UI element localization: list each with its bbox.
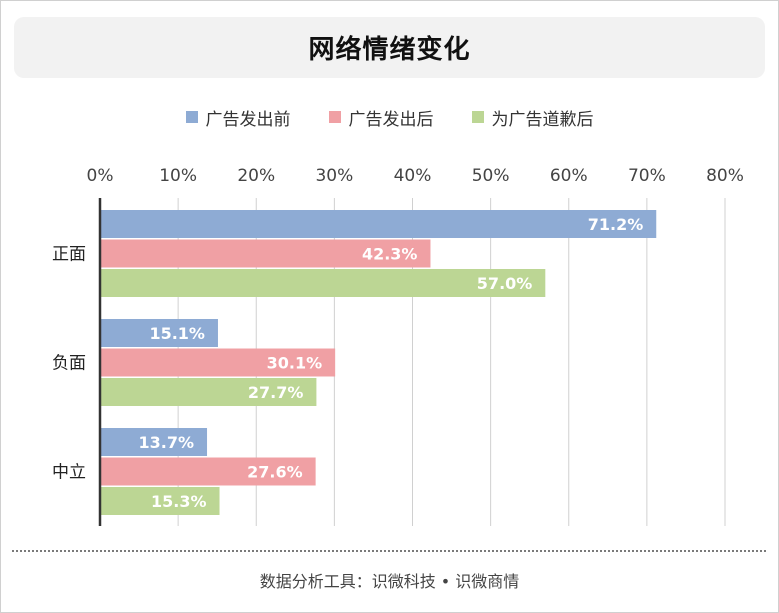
x-tick-label: 20% — [237, 166, 275, 186]
x-tick-label: 60% — [550, 166, 588, 186]
legend-swatch — [471, 111, 484, 123]
bar — [100, 487, 220, 515]
x-tick-label: 80% — [706, 166, 744, 186]
bar — [100, 457, 316, 486]
footer-divider — [12, 550, 766, 552]
x-tick-label: 40% — [394, 166, 432, 186]
data-label: 15.1% — [149, 324, 205, 343]
bar — [100, 378, 317, 406]
legend-swatch — [328, 111, 341, 123]
legend-item-after-ad: 广告发出后 — [328, 105, 434, 130]
x-tick-label: 70% — [628, 166, 666, 186]
bar — [100, 210, 657, 238]
legend-swatch — [185, 111, 198, 123]
x-tick-label: 50% — [472, 166, 510, 186]
legend-label: 广告发出后 — [348, 109, 434, 130]
title-banner: 网络情绪变化 — [14, 17, 765, 78]
legend-item-after-apology: 为广告道歉后 — [471, 105, 594, 130]
data-label: 42.3% — [362, 245, 418, 264]
bar — [100, 428, 208, 456]
x-tick-label: 10% — [159, 166, 197, 186]
legend: 广告发出前 广告发出后 为广告道歉后 — [0, 104, 779, 130]
category-label: 中立 — [52, 463, 86, 483]
data-label: 57.0% — [477, 274, 533, 293]
data-label: 27.7% — [248, 383, 304, 402]
data-label: 13.7% — [139, 433, 195, 452]
footer-source: 数据分析工具：识微科技 • 识微商情 — [259, 572, 520, 591]
bar — [100, 269, 546, 297]
category-label: 负面 — [52, 354, 86, 374]
data-label: 27.6% — [247, 463, 303, 482]
bar — [100, 319, 218, 347]
x-tick-label: 30% — [315, 166, 353, 186]
chart-title: 网络情绪变化 — [308, 35, 471, 65]
data-label: 15.3% — [151, 492, 207, 511]
legend-label: 广告发出前 — [205, 109, 291, 130]
category-label: 正面 — [52, 245, 86, 265]
data-label: 30.1% — [267, 354, 323, 373]
legend-item-before-ad: 广告发出前 — [185, 105, 291, 130]
bar — [100, 239, 431, 268]
x-tick-label: 0% — [87, 166, 114, 186]
data-label: 71.2% — [588, 215, 644, 234]
bar — [100, 348, 336, 377]
legend-label: 为广告道歉后 — [491, 109, 594, 130]
